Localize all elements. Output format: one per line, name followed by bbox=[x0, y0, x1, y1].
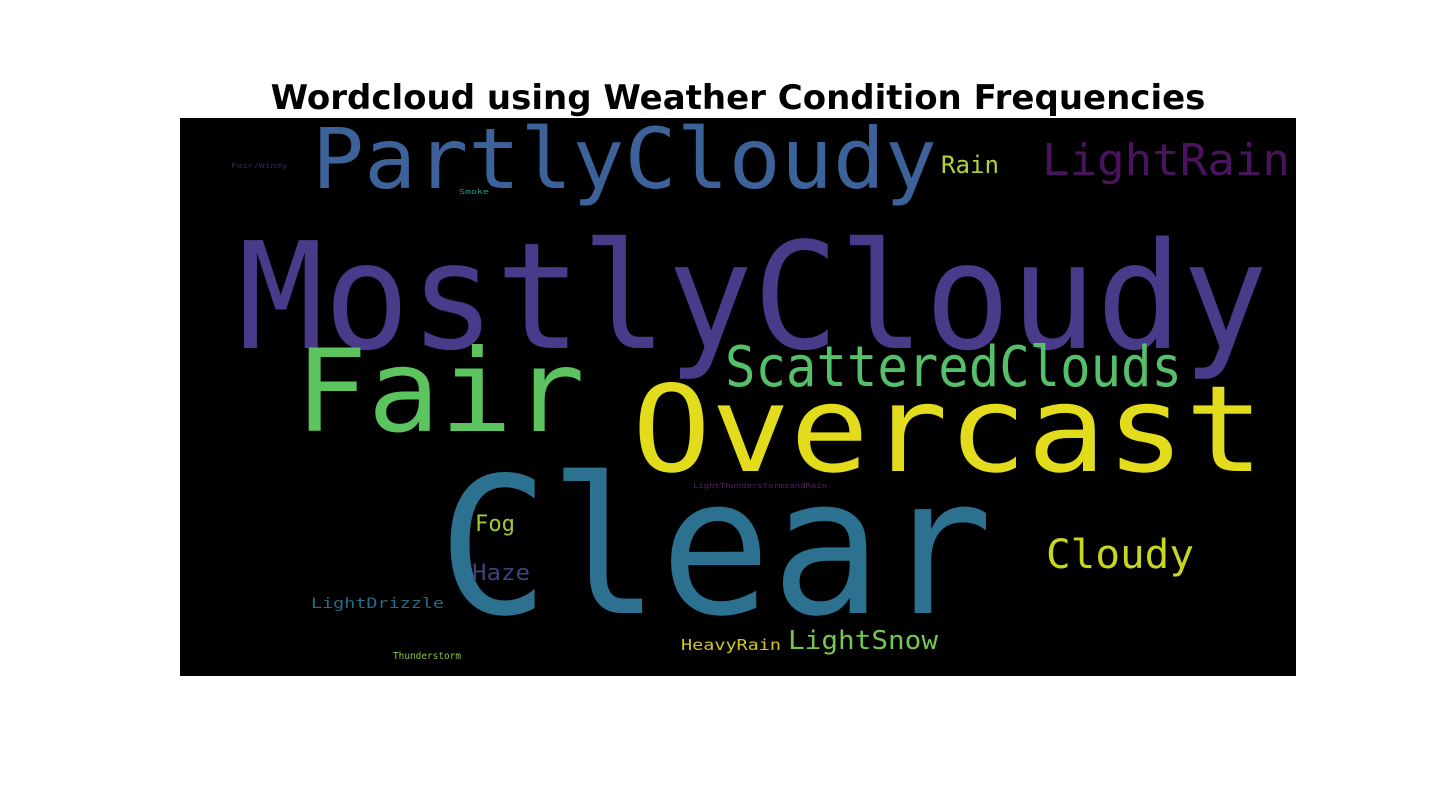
word-fair-windy: Fair/Windy bbox=[231, 162, 287, 170]
word-smoke: Smoke bbox=[459, 188, 489, 196]
word-clear: Clear bbox=[438, 437, 993, 658]
chart-title: Wordcloud using Weather Condition Freque… bbox=[270, 78, 1206, 118]
word-lightsnow: LightSnow bbox=[788, 626, 938, 656]
word-haze: Haze bbox=[472, 561, 530, 586]
word-overcast: Overcast bbox=[632, 361, 1264, 500]
word-thunderstorm: Thunderstorm bbox=[393, 651, 461, 662]
word-lightdrizzle: LightDrizzle bbox=[311, 596, 444, 612]
word-partlycloudy: PartlyCloudy bbox=[312, 118, 937, 208]
word-scatteredclouds: ScatteredClouds bbox=[725, 335, 1182, 400]
word-lightrain: LightRain bbox=[1042, 135, 1290, 186]
word-fair: Fair bbox=[295, 325, 585, 458]
word-rain: Rain bbox=[941, 151, 999, 179]
wordcloud-canvas: MostlyCloudy Clear Overcast PartlyCloudy Fai… bbox=[180, 118, 1296, 676]
word-heavyrain: HeavyRain bbox=[681, 636, 781, 654]
word-cloudy: Cloudy bbox=[1046, 532, 1194, 578]
word-fog: Fog bbox=[475, 512, 515, 537]
word-mostlycloudy: MostlyCloudy bbox=[238, 211, 1268, 383]
word-lightthunderstormsandrain: LightThunderstormsandRain bbox=[693, 482, 827, 490]
